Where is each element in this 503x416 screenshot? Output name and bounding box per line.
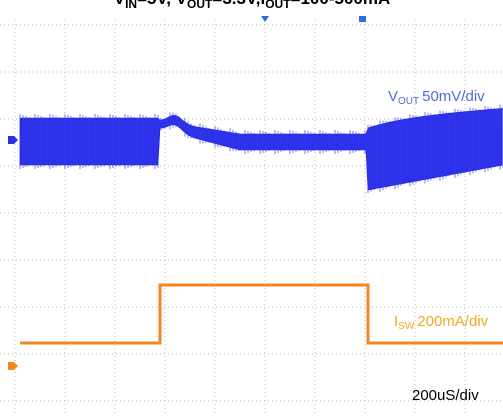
cursor-marker xyxy=(359,16,366,22)
vout-label: VOUT 50mV/div xyxy=(388,88,485,107)
label-part: I xyxy=(394,313,398,330)
title-part: =3.3V,I xyxy=(212,0,265,8)
title-part: V xyxy=(114,0,126,8)
isw-label: ISW 200mA/div xyxy=(394,313,489,332)
ch1-marker xyxy=(8,136,18,144)
title-part: =5V, V xyxy=(137,0,188,8)
vout-texture xyxy=(19,104,503,193)
title-part: IN xyxy=(125,0,137,11)
title-part: =100-500mA xyxy=(291,0,391,8)
ch2-marker xyxy=(8,362,18,370)
label-part: OUT xyxy=(398,96,419,107)
timebase-label: 200uS/div xyxy=(412,387,479,404)
trigger-marker xyxy=(261,16,269,22)
title-part: OUT xyxy=(265,0,291,11)
title: VIN=5V, VOUT=3.3V,IOUT=100-500mA xyxy=(114,0,391,11)
isw-trace xyxy=(20,283,503,345)
label-part: 200mA/div xyxy=(417,313,488,330)
label-part: 50mV/div xyxy=(422,88,485,105)
label-part: SW xyxy=(398,321,415,332)
title-part: OUT xyxy=(187,0,213,11)
label-part: V xyxy=(388,88,398,105)
